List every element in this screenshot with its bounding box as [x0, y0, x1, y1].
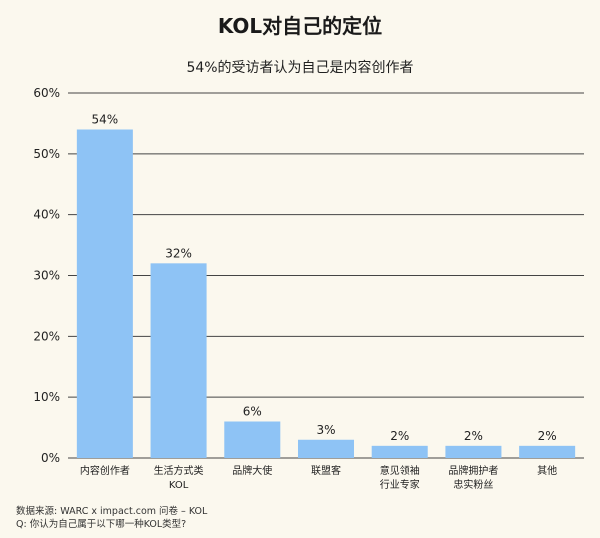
y-tick-label: 10% — [33, 390, 60, 404]
bar — [297, 439, 355, 458]
chart-title: KOL对自己的定位 — [217, 14, 383, 38]
bar — [150, 263, 207, 458]
data-label: 2% — [390, 429, 409, 443]
source-line: 数据来源: WARC x impact.com 问卷 – KOL — [16, 506, 208, 517]
bar — [76, 129, 133, 458]
x-tick-label: 联盟客 — [311, 464, 341, 477]
y-tick-label: 20% — [33, 329, 60, 343]
y-tick-label: 50% — [33, 147, 60, 161]
x-tick-label: 品牌拥护者 — [448, 464, 498, 477]
x-tick-label: 内容创作者 — [80, 464, 130, 477]
bar — [371, 445, 428, 458]
x-tick-label: 其他 — [537, 464, 557, 477]
y-tick-label: 30% — [33, 269, 60, 283]
x-tick-label: 生活方式类 — [154, 464, 204, 477]
data-label: 3% — [316, 423, 335, 437]
bar — [519, 445, 576, 458]
x-tick-label: 意见领袖 — [380, 464, 420, 477]
x-tick-label: 品牌大使 — [232, 464, 272, 477]
bar — [445, 445, 502, 458]
data-label: 2% — [538, 429, 557, 443]
data-label: 2% — [464, 429, 483, 443]
bar — [224, 421, 281, 458]
chart-subtitle: 54%的受访者认为自己是内容创作者 — [186, 60, 414, 76]
y-tick-label: 0% — [41, 451, 60, 465]
source-note: 数据来源: WARC x impact.com 问卷 – KOL Q: 你认为自… — [16, 505, 207, 531]
data-label: 6% — [243, 405, 262, 419]
y-tick-label: 60% — [33, 86, 60, 100]
data-label: 54% — [92, 113, 119, 127]
bar-chart: 0% 10% 20% 30% 40% 50% 60% 54% 内容创作者 32% 生活方式类 KOL 6… — [33, 86, 584, 491]
y-tick-label: 40% — [33, 208, 60, 222]
question-line: Q: 你认为自己属于以下哪一种KOL类型? — [16, 519, 187, 530]
x-tick-label: 行业专家 — [380, 478, 420, 491]
x-tick-label: KOL — [169, 480, 189, 491]
data-label: 32% — [165, 246, 192, 260]
x-tick-label: 忠实粉丝 — [453, 478, 493, 491]
